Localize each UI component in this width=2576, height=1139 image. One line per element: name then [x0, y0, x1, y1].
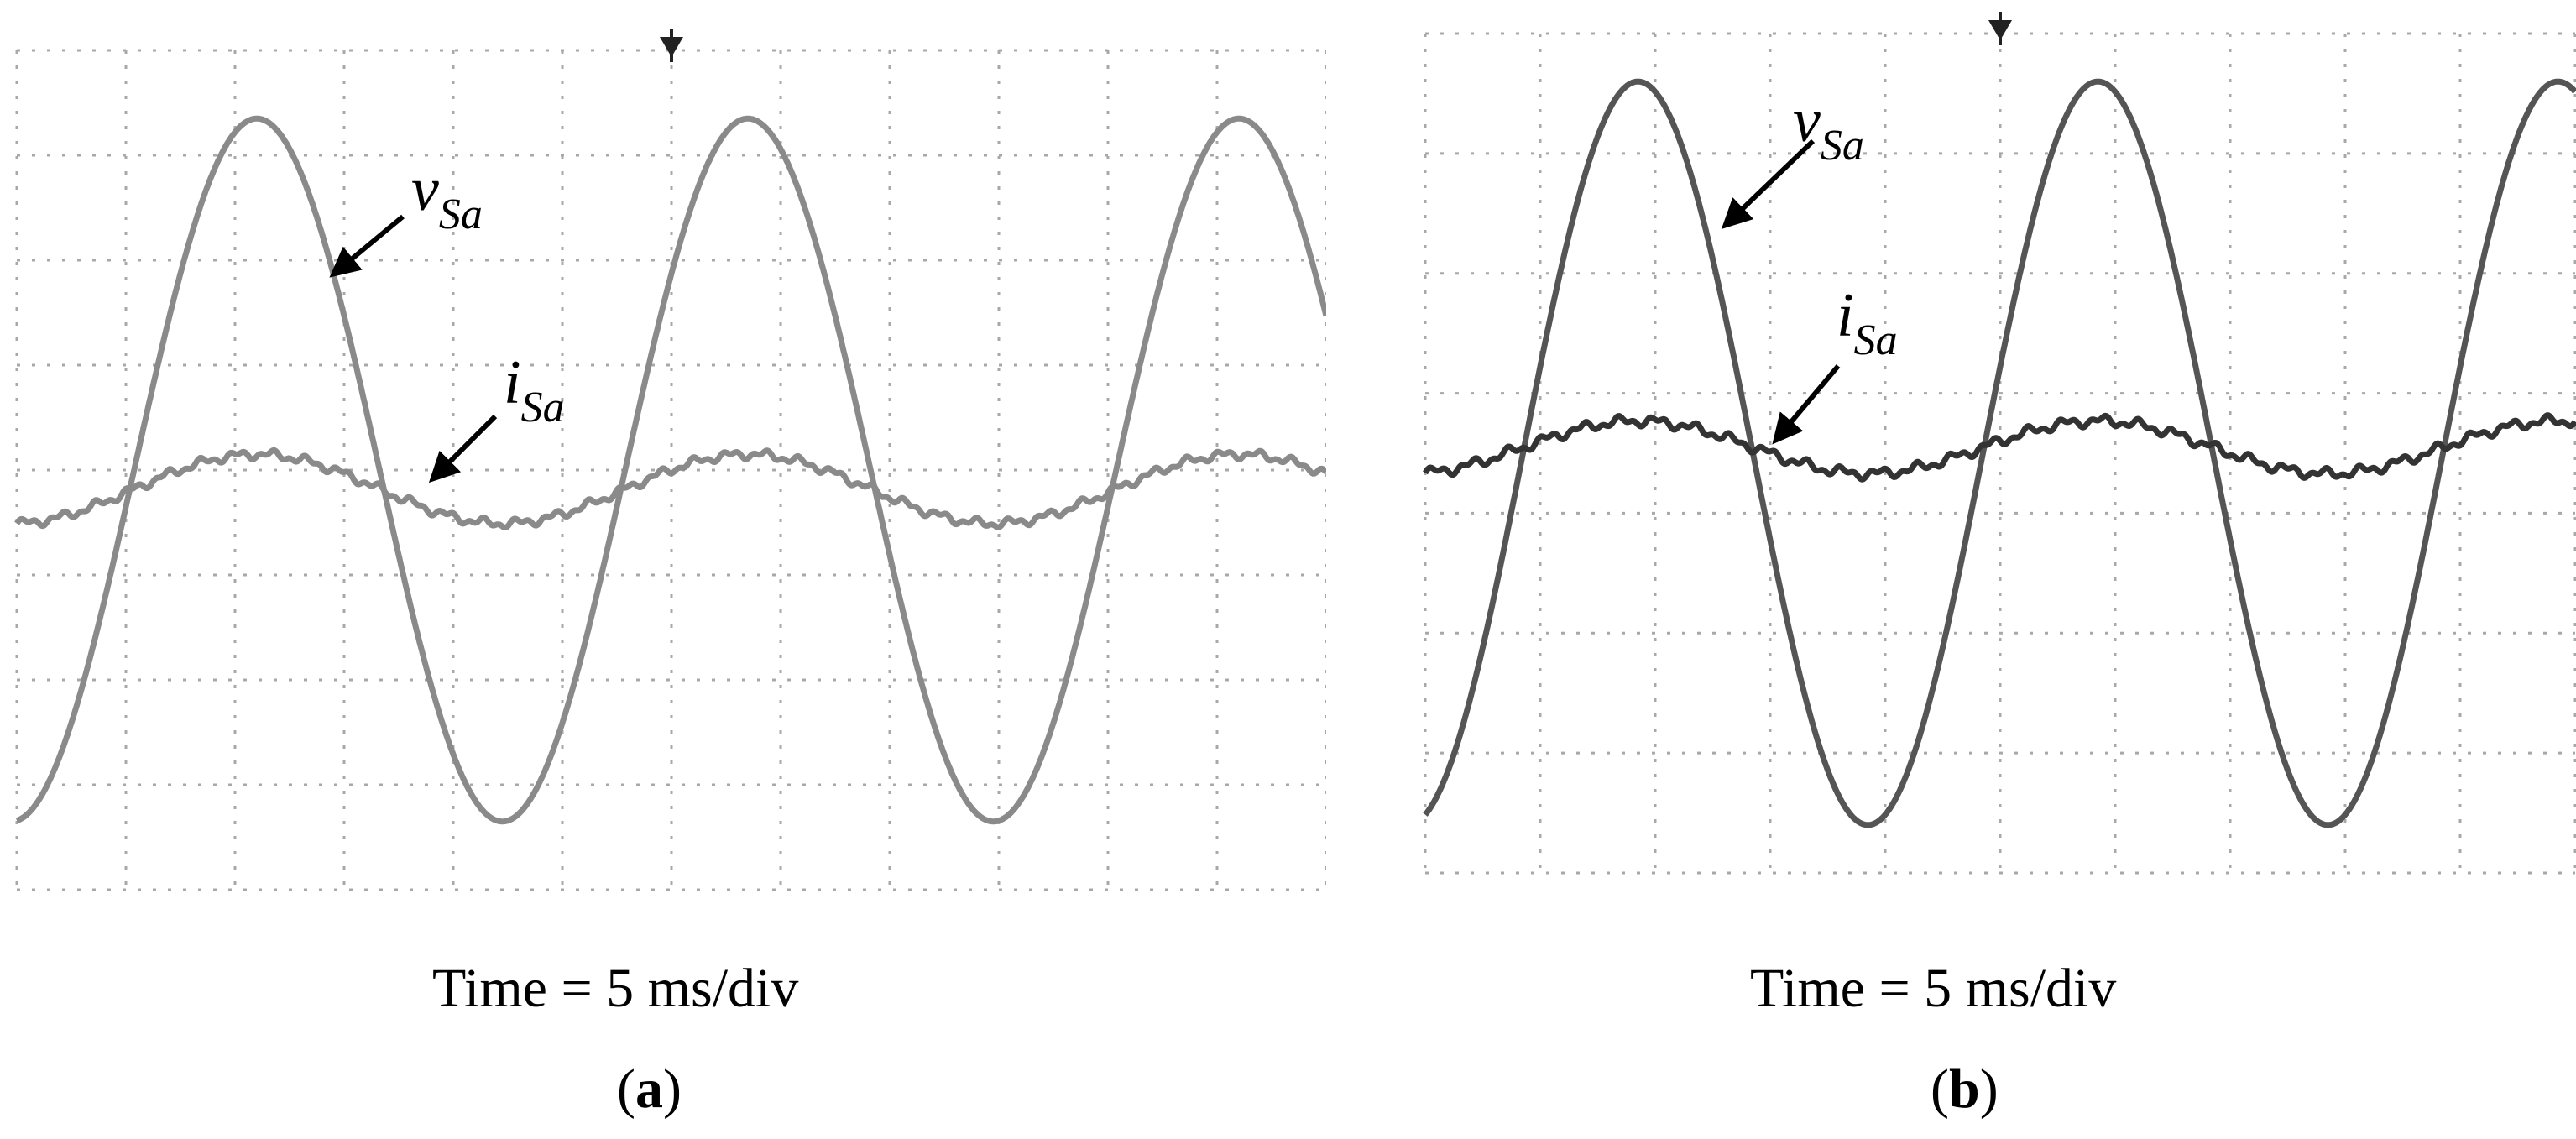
grid [15, 49, 1326, 891]
grid [1424, 32, 2576, 875]
series-label-iSa: iSa [1837, 281, 1898, 364]
panel-label-a: (a) [617, 1058, 682, 1120]
time-axis-label-a: Time = 5 ms/div [432, 958, 799, 1019]
series-label-vSa: vSa [1793, 86, 1864, 170]
time-axis-label-b: Time = 5 ms/div [1750, 958, 2117, 1019]
panel-label-b: (b) [1931, 1058, 1999, 1120]
series-label-subscript: Sa [521, 384, 565, 431]
series-label-main: i [1837, 281, 1854, 350]
series-label-vSa: vSa [411, 155, 483, 238]
series-label-main: i [504, 348, 521, 417]
arrow-to-vSa [329, 214, 405, 278]
arrow-to-iSa [428, 414, 498, 483]
series-label-subscript: Sa [439, 191, 483, 238]
series-iSa-waveform [14, 447, 1326, 530]
arrow-to-vSa [1721, 138, 1816, 229]
series-iSa-waveform [1423, 412, 2576, 483]
series-label-subscript: Sa [1821, 122, 1864, 170]
arrow-to-iSa [1772, 364, 1841, 445]
panel-a: vSa iSa Time = 5 ms/div (a) [14, 29, 1326, 1120]
series-vSa-waveform [1423, 78, 2576, 828]
series-vSa-waveform [15, 115, 1326, 825]
series-label-iSa: iSa [504, 348, 565, 431]
series-label-main: v [411, 155, 439, 224]
series-label-subscript: Sa [1854, 316, 1898, 364]
panel-b: vSa iSa Time = 5 ms/div (b) [1377, 0, 2576, 1139]
